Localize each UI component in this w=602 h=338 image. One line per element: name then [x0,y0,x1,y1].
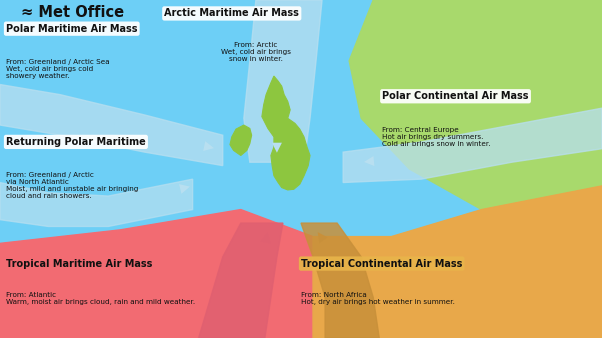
Polygon shape [0,210,313,338]
Text: Polar Continental Air Mass: Polar Continental Air Mass [382,91,529,101]
Text: From: Arctic
Wet, cold air brings
snow in winter.: From: Arctic Wet, cold air brings snow i… [221,42,291,62]
Polygon shape [244,0,322,162]
Text: From: Greenland / Arctic
via North Atlantic
Moist, mild and unstable air bringin: From: Greenland / Arctic via North Atlan… [6,172,138,199]
Text: Returning Polar Maritime: Returning Polar Maritime [6,137,146,147]
Polygon shape [349,0,602,210]
Text: From: Central Europe
Hot air brings dry summers.
Cold air brings snow in winter.: From: Central Europe Hot air brings dry … [382,127,491,147]
Polygon shape [230,125,252,155]
Polygon shape [343,108,602,183]
Text: ≈ Met Office: ≈ Met Office [21,5,124,20]
Text: Polar Maritime Air Mass: Polar Maritime Air Mass [6,24,137,34]
Text: Tropical Maritime Air Mass: Tropical Maritime Air Mass [6,259,152,269]
Text: Tropical Continental Air Mass: Tropical Continental Air Mass [301,259,462,269]
Polygon shape [262,76,310,190]
Text: From: Greenland / Arctic Sea
Wet, cold air brings cold
showery weather.: From: Greenland / Arctic Sea Wet, cold a… [6,59,110,79]
Polygon shape [0,179,193,226]
Text: Arctic Maritime Air Mass: Arctic Maritime Air Mass [164,8,299,19]
Text: From: Atlantic
Warm, moist air brings cloud, rain and mild weather.: From: Atlantic Warm, moist air brings cl… [6,292,195,305]
Polygon shape [199,223,283,338]
Polygon shape [313,186,602,338]
Polygon shape [0,84,223,166]
Text: From: North Africa
Hot, dry air brings hot weather in summer.: From: North Africa Hot, dry air brings h… [301,292,455,305]
Polygon shape [301,223,379,338]
